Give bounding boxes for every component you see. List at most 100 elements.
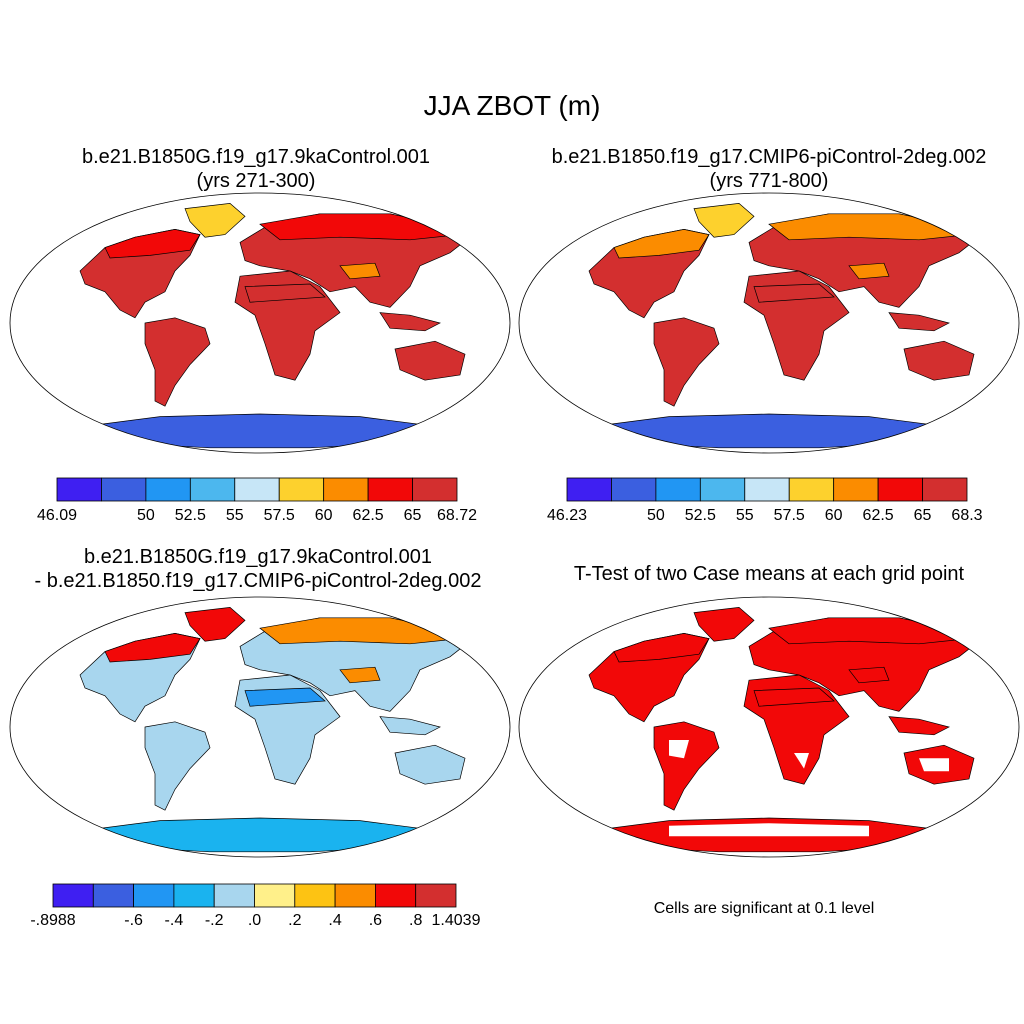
map-outline — [9, 596, 511, 858]
land-seasia — [379, 716, 441, 736]
colorbar-min-label: -.8988 — [30, 912, 76, 929]
colorbar-min-label: 46.09 — [36, 507, 78, 524]
land-greenland — [184, 607, 246, 642]
land-sahel — [244, 687, 326, 707]
colorbar-tick-label: -.2 — [204, 912, 224, 929]
colorbar-swatch — [52, 883, 94, 908]
colorbar-3 — [52, 883, 457, 908]
colorbar-swatch — [699, 477, 746, 502]
land-canada — [613, 229, 710, 259]
colorbar-swatch — [412, 477, 458, 502]
colorbar-1 — [56, 477, 458, 502]
map-panel-1 — [9, 192, 511, 454]
colorbar-tick-label: 52.5 — [174, 507, 206, 524]
colorbar-swatch — [922, 477, 968, 502]
colorbar-tick-label: 50 — [136, 507, 155, 524]
colorbar-tick-label: 55 — [735, 507, 754, 524]
colorbar-swatch — [213, 883, 255, 908]
nonsignificant-area — [669, 823, 869, 837]
nonsignificant-area — [919, 758, 949, 772]
colorbar-tick-label: 62.5 — [862, 507, 894, 524]
colorbar-min-label: 46.23 — [546, 507, 588, 524]
land-canada — [104, 229, 201, 259]
panel-4-title: T-Test of two Case means at each grid po… — [514, 562, 1024, 586]
colorbar-swatch — [655, 477, 701, 502]
colorbar-tick-label: 50 — [646, 507, 665, 524]
panel-3-title-line2: - b.e21.B1850.f19_g17.CMIP6-piControl-2d… — [34, 570, 482, 592]
panel-1-title-line1: b.e21.B1850G.f19_g17.9kaControl.001 — [81, 146, 431, 168]
colorbar-tick-label: 57.5 — [773, 507, 805, 524]
land-australia — [903, 340, 975, 381]
colorbar-swatch — [323, 477, 369, 502]
land-tibet — [848, 666, 890, 684]
colorbar-swatch — [334, 883, 376, 908]
land-antarctica — [78, 817, 442, 853]
land-tibet — [339, 666, 381, 684]
land-tibet — [339, 262, 381, 280]
land-canada — [613, 633, 710, 663]
colorbar-tick-label: .0 — [247, 912, 262, 929]
colorbar-tick-label: .8 — [409, 912, 423, 929]
land-samerica — [144, 317, 211, 407]
land-sahel — [753, 283, 835, 303]
panel-2-title-line2: (yrs 771-800) — [709, 170, 829, 192]
land-australia — [394, 340, 466, 381]
land-samerica — [653, 317, 720, 407]
colorbar-swatch — [294, 883, 336, 908]
land-seasia — [888, 716, 950, 736]
colorbar-2 — [566, 477, 968, 502]
nonsignificant-area — [669, 740, 689, 759]
significance-note: Cells are significant at 0.1 level — [653, 900, 875, 917]
land-layer — [587, 203, 980, 449]
land-canada — [104, 633, 201, 663]
land-tibet — [848, 262, 890, 280]
colorbar-tick-label: 60 — [824, 507, 843, 524]
colorbar-tick-label: 52.5 — [684, 507, 716, 524]
map-outline — [9, 192, 511, 454]
land-greenland — [184, 203, 246, 238]
panel-2-title: b.e21.B1850.f19_g17.CMIP6-piControl-2deg… — [514, 145, 1024, 193]
panel-1-title-line2: (yrs 271-300) — [196, 170, 316, 192]
land-sahel — [753, 687, 835, 707]
colorbar-swatch — [877, 477, 923, 502]
colorbar-max-label: 68.3 — [951, 507, 983, 524]
colorbar-tick-label: -.4 — [164, 912, 184, 929]
colorbar-swatch — [173, 883, 215, 908]
colorbar-tick-label: -.6 — [124, 912, 143, 929]
colorbar-swatch — [611, 477, 657, 502]
panel-1-title: b.e21.B1850G.f19_g17.9kaControl.001 (yrs… — [8, 145, 504, 193]
land-samerica — [144, 721, 211, 811]
colorbar-max-label: 1.4039 — [431, 912, 481, 929]
colorbar-swatch — [374, 883, 417, 908]
land-layer — [78, 203, 471, 449]
land-highlat — [768, 617, 971, 645]
colorbar-swatch — [234, 477, 280, 502]
colorbar-tick-label: .6 — [368, 912, 383, 929]
nonsignificant-area — [794, 753, 809, 769]
panel-4-title-line1: T-Test of two Case means at each grid po… — [573, 563, 965, 585]
colorbar-tick-label: 60 — [314, 507, 333, 524]
panel-3-title: b.e21.B1850G.f19_g17.9kaControl.001 - b.… — [0, 545, 516, 593]
colorbar-swatch — [254, 883, 296, 908]
land-seasia — [379, 312, 441, 332]
colorbar-tick-label: 55 — [225, 507, 244, 524]
colorbar-tick-label: .2 — [288, 912, 302, 929]
land-highlat — [768, 213, 971, 241]
colorbar-swatch — [415, 883, 457, 908]
colorbar-swatch — [278, 477, 325, 502]
figure-title: JJA ZBOT (m) — [423, 90, 601, 121]
land-antarctica — [587, 413, 951, 449]
panel-3-title-line1: b.e21.B1850G.f19_g17.9kaControl.001 — [83, 546, 433, 568]
colorbar-tick-label: 62.5 — [352, 507, 384, 524]
colorbar-tick-label: 57.5 — [263, 507, 295, 524]
colorbar-swatch — [56, 477, 102, 502]
land-greenland — [693, 607, 755, 642]
land-sahel — [244, 283, 326, 303]
land-australia — [394, 744, 466, 785]
colorbar-swatch — [92, 883, 135, 908]
colorbar-tick-label: .4 — [328, 912, 342, 929]
land-samerica — [653, 721, 720, 811]
map-panel-4 — [518, 596, 1020, 858]
colorbar-tick-label: 65 — [913, 507, 932, 524]
colorbar-swatch — [367, 477, 413, 502]
